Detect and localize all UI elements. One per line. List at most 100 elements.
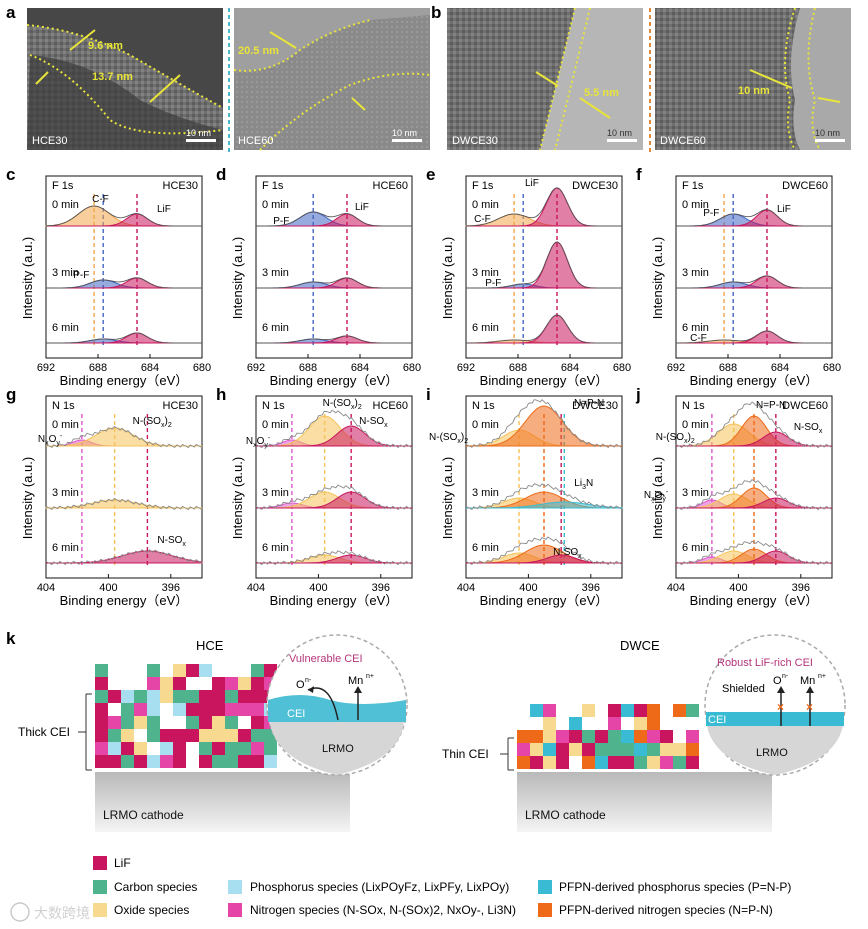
- spectrum-line: [45, 497, 203, 511]
- cei-block: [199, 664, 212, 677]
- cei-block: [212, 677, 225, 690]
- cei-block: [160, 690, 173, 703]
- axes-frame: [675, 175, 833, 359]
- spectrum-line: [256, 277, 412, 289]
- cei-block: [686, 730, 699, 743]
- dwce-inset-o: O: [773, 675, 782, 687]
- cei-block: [647, 717, 660, 730]
- cei-block: [264, 755, 277, 768]
- time-label: 6 min: [262, 542, 289, 554]
- cei-block: [543, 704, 556, 717]
- x-tick-label: 400: [309, 582, 327, 594]
- spectrum-line: [466, 241, 622, 289]
- cei-block: [238, 703, 251, 716]
- cei-block: [264, 742, 277, 755]
- xps-title: HCE60: [373, 180, 408, 192]
- cei-block: [173, 664, 186, 677]
- cei-block: [186, 690, 199, 703]
- cei-block: [225, 742, 238, 755]
- dwce-cei-blocks: [517, 704, 699, 769]
- cei-block: [134, 690, 147, 703]
- cei-block: [147, 716, 160, 729]
- cei-block: [95, 729, 108, 742]
- time-label: 6 min: [52, 542, 79, 554]
- time-label: 6 min: [262, 322, 289, 334]
- cei-block: [147, 677, 160, 690]
- peak-fill: [676, 209, 832, 227]
- legend-label: Oxide species: [114, 903, 189, 917]
- cei-block: [147, 690, 160, 703]
- spectrum-line: [675, 401, 833, 449]
- legend-swatch: [93, 856, 107, 870]
- watermark-logo-icon: [10, 902, 30, 922]
- x-tick-label: 404: [457, 582, 475, 594]
- cei-block: [647, 730, 660, 743]
- cei-block: [121, 716, 134, 729]
- cei-block: [647, 704, 660, 717]
- x-tick-label: 680: [403, 362, 421, 374]
- cei-block: [108, 729, 121, 742]
- cei-block: [582, 756, 595, 769]
- peak-label: C-F: [92, 194, 109, 205]
- legend-swatch: [538, 880, 552, 894]
- spectrum-line: [255, 409, 413, 449]
- cei-block: [543, 756, 556, 769]
- cei-block: [95, 755, 108, 768]
- x-tick-label: 400: [729, 582, 747, 594]
- panel-label-h: h: [216, 385, 226, 404]
- cei-block: [530, 704, 543, 717]
- cei-block: [212, 690, 225, 703]
- legend-label: PFPN-derived nitrogen species (N=P-N): [559, 903, 773, 917]
- peak-label: N-SOx​: [359, 416, 388, 429]
- hce-cathode: [95, 772, 350, 832]
- schematic-panel: k HCE LRMO cathode Thick CEI CEI LRMO Vu…: [6, 629, 846, 832]
- cei-block: [608, 730, 621, 743]
- y-axis-label: Intensity (a.u.): [230, 457, 245, 539]
- cei-block: [647, 756, 660, 769]
- time-label: 6 min: [472, 322, 499, 334]
- tem-measure: 13.7 nm: [92, 71, 133, 83]
- xps-panel-e: e F 1s DWCE30 Intensity (a.u.) 692 688 684 680 B…: [426, 165, 631, 388]
- x-tick-label: 400: [99, 582, 117, 594]
- x-axis-label: Binding energy（eV）: [270, 373, 399, 388]
- x-tick-label: 688: [299, 362, 317, 374]
- cei-block: [608, 743, 621, 756]
- cei-block: [238, 690, 251, 703]
- cei-block: [634, 743, 647, 756]
- hce-inset-mn-sup: n+: [366, 673, 374, 680]
- cei-block: [660, 756, 673, 769]
- cei-block: [251, 677, 264, 690]
- x-tick-label: 684: [141, 362, 159, 374]
- cei-block: [556, 756, 569, 769]
- spectrum-line: [466, 314, 622, 344]
- cei-block: [543, 717, 556, 730]
- legend-swatch: [93, 903, 107, 917]
- cei-block: [634, 730, 647, 743]
- tem-panels: a b 9.6 nm 13.7 nm HCE30 10 nm: [6, 3, 851, 152]
- spectrum-line: [46, 332, 202, 344]
- axes-frame: [465, 395, 623, 579]
- x-tick-label: 400: [519, 582, 537, 594]
- peak-label: P-F: [703, 208, 719, 219]
- cei-block: [108, 755, 121, 768]
- cei-block: [199, 755, 212, 768]
- cei-block: [199, 742, 212, 755]
- peak-fill: [46, 332, 202, 344]
- xps-panel-g: g N 1s HCE30 Intensity (a.u.) 404 400 396Bindi…: [6, 385, 203, 608]
- cei-block: [121, 690, 134, 703]
- x-axis-label: Binding energy（eV）: [690, 373, 819, 388]
- spectrum-line: [465, 483, 623, 510]
- peak-label: C-F: [474, 214, 491, 225]
- cei-block: [251, 755, 264, 768]
- time-label: 0 min: [262, 199, 289, 211]
- cei-block: [251, 703, 264, 716]
- x-tick-label: 404: [37, 582, 55, 594]
- spectrum-line: [256, 335, 412, 344]
- hce-inset-title: Vulnerable CEI: [289, 653, 363, 665]
- cei-block: [582, 743, 595, 756]
- peak-fill: [46, 277, 202, 289]
- time-label: 6 min: [52, 322, 79, 334]
- xps-element: N 1s: [262, 400, 285, 412]
- cei-block: [160, 755, 173, 768]
